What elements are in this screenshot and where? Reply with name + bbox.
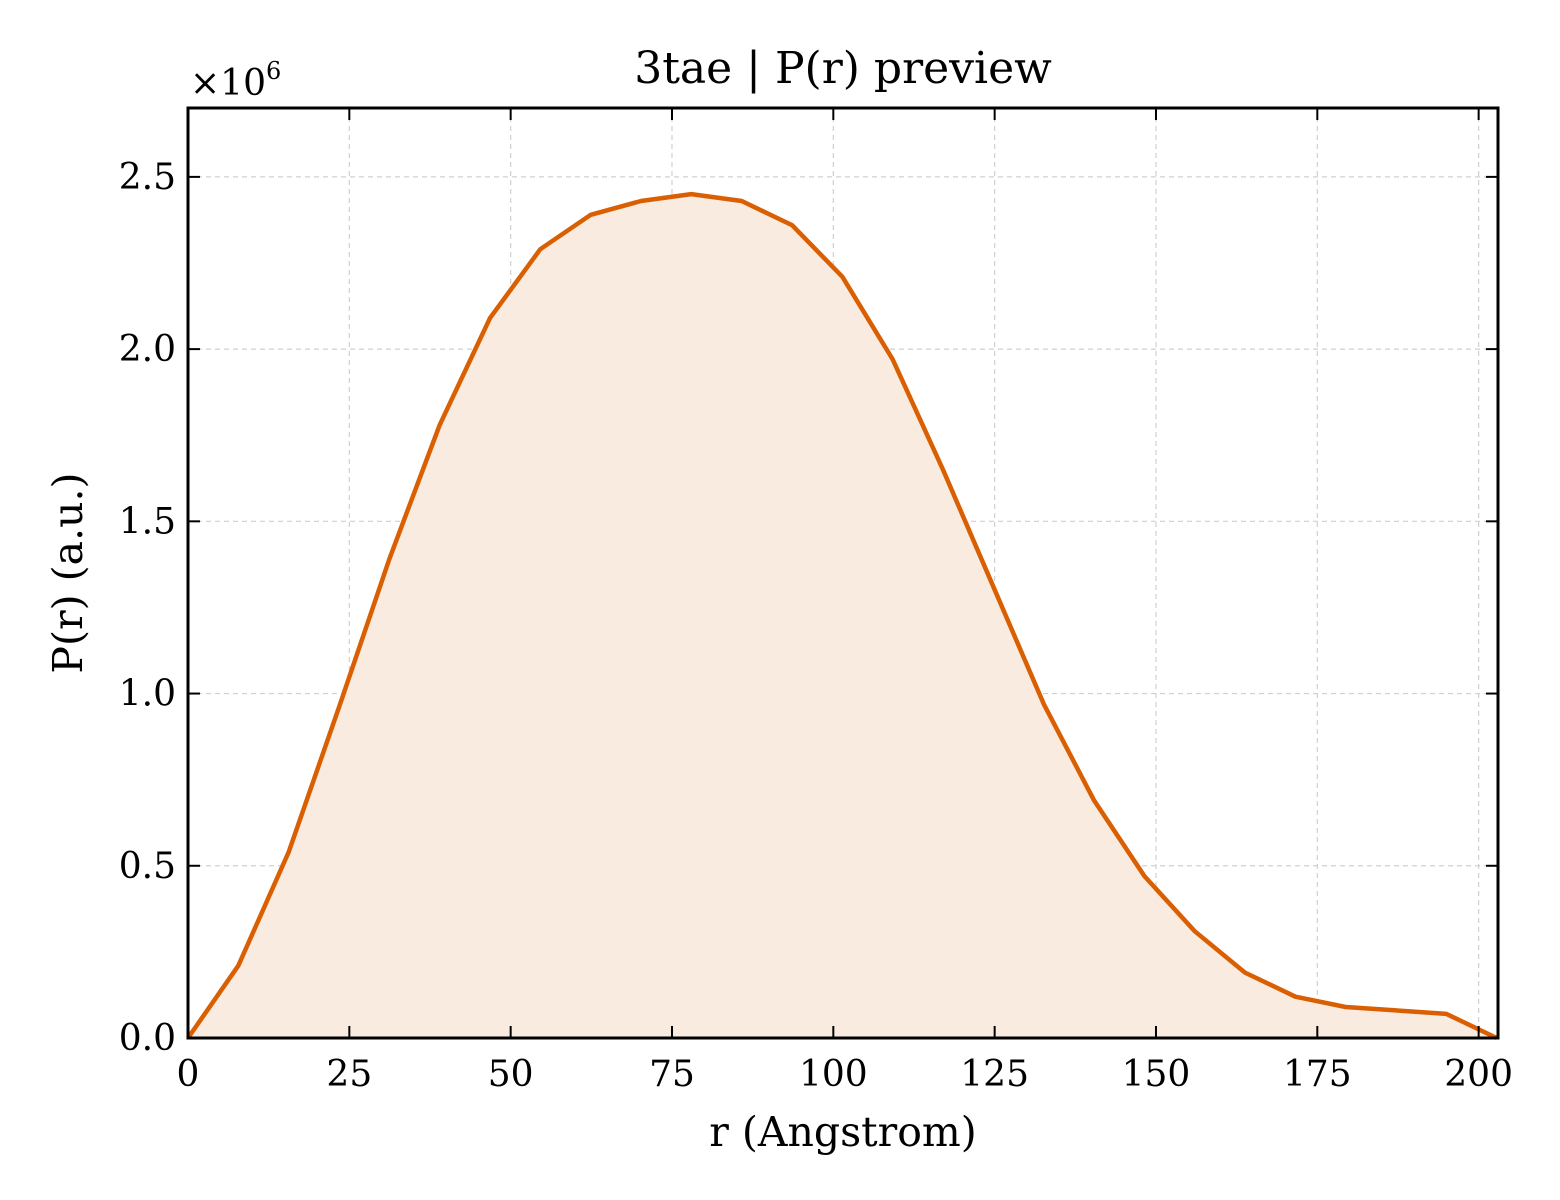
x-tick-label: 100 xyxy=(799,1054,868,1095)
y-multiplier-base: ×10 xyxy=(190,63,266,104)
x-tick-label: 150 xyxy=(1122,1054,1191,1095)
plot-frame xyxy=(186,106,1500,1040)
y-tick-label: 1.5 xyxy=(119,501,176,542)
x-tick-label: 25 xyxy=(326,1054,372,1095)
y-tick-labels: 0.0 0.5 1.0 1.5 2.0 2.5 xyxy=(119,157,176,1059)
pr-curve-line xyxy=(186,191,1498,1041)
x-tick-label: 200 xyxy=(1444,1054,1513,1095)
y-tick-label: 1.0 xyxy=(119,674,176,715)
x-tick-label: 125 xyxy=(960,1054,1029,1095)
chart-title: 3tae | P(r) preview xyxy=(634,43,1052,94)
y-tick-label: 0.5 xyxy=(119,846,176,887)
pr-area-fill xyxy=(188,194,1497,1039)
y-axis-label: P(r) (a.u.) xyxy=(44,472,92,673)
axis-ticks xyxy=(187,108,1498,1039)
x-tick-label: 50 xyxy=(488,1054,534,1095)
y-tick-label: 2.0 xyxy=(119,329,176,370)
x-tick-label: 75 xyxy=(649,1054,695,1095)
y-multiplier: ×106 xyxy=(190,57,281,104)
x-tick-label: 0 xyxy=(177,1054,200,1095)
x-tick-label: 175 xyxy=(1283,1054,1352,1095)
y-tick-label: 0.0 xyxy=(119,1018,176,1059)
y-tick-label: 2.5 xyxy=(119,157,176,198)
x-tick-labels: 0 25 50 75 100 125 150 175 200 xyxy=(177,1054,1513,1095)
x-axis-label: r (Angstrom) xyxy=(709,1108,977,1156)
y-multiplier-exponent: 6 xyxy=(266,57,281,85)
